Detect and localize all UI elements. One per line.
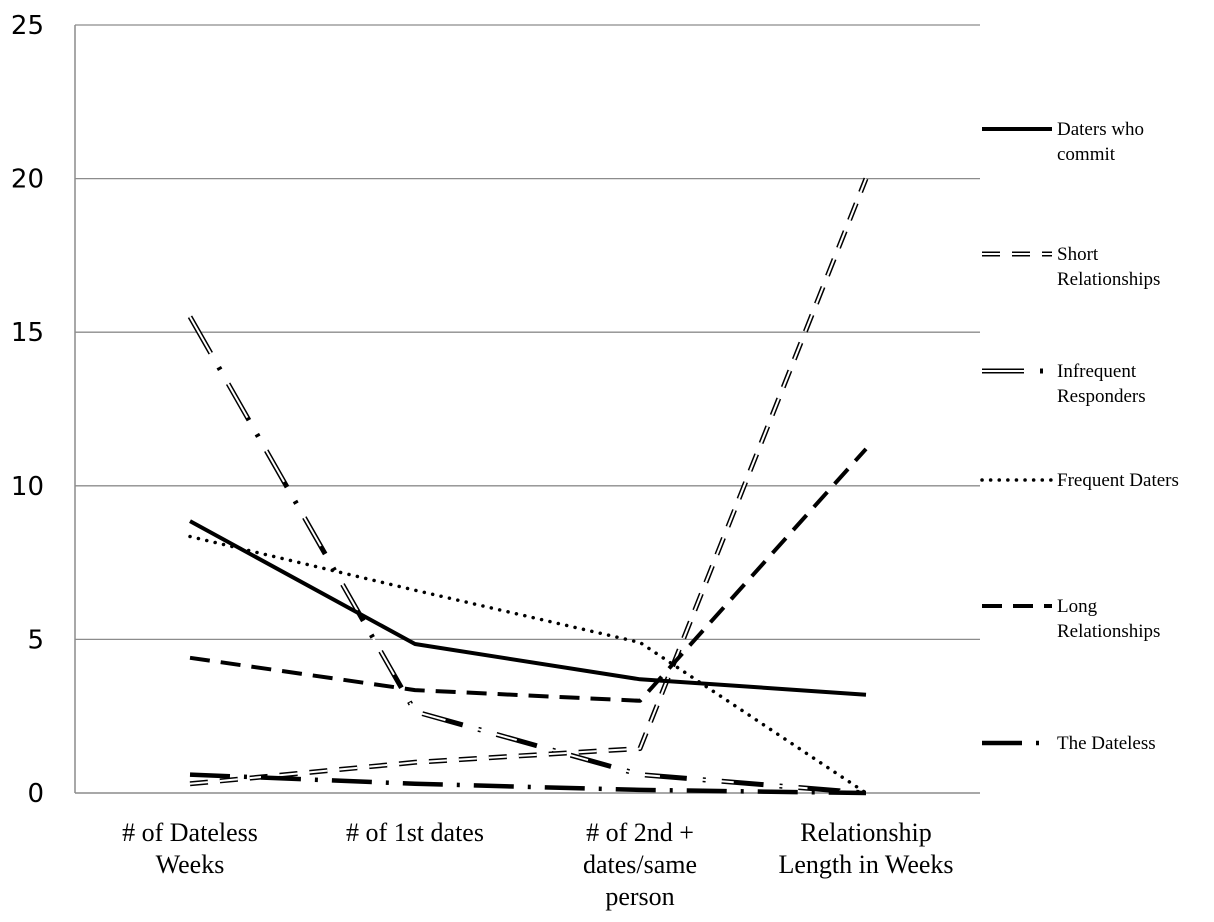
x-tick-label-line: Length in Weeks xyxy=(778,850,953,879)
x-axis-ticks: # of Dateless Weeks # of 1st dates # of 2nd… xyxy=(122,818,953,911)
legend: Daters who commit Short Relationships Infreq… xyxy=(980,119,1179,754)
x-tick-label: # of 2nd + dates/same person xyxy=(583,818,697,911)
legend-label: Short Relationships xyxy=(1057,244,1160,290)
series-line-2-outline xyxy=(187,315,867,796)
series-lines xyxy=(187,177,869,796)
series-line-1-outline xyxy=(189,177,869,787)
legend-item: Infrequent Responders xyxy=(982,361,1146,407)
x-tick-label-line: # of 2nd + xyxy=(586,818,694,847)
legend-label: Infrequent Responders xyxy=(1057,361,1146,407)
legend-label-line: commit xyxy=(1057,144,1116,165)
legend-label-line: Relationships xyxy=(1057,621,1160,642)
legend-item: Daters who commit xyxy=(982,119,1144,165)
series-line-1-inner xyxy=(189,178,867,785)
x-tick-label: Relationship Length in Weeks xyxy=(778,818,953,879)
series-line-5-stroke xyxy=(189,772,867,796)
legend-item: The Dateless xyxy=(982,733,1156,754)
x-tick-label-line: Relationship xyxy=(800,818,931,847)
x-tick-label-line: dates/same xyxy=(583,850,697,879)
y-tick-label: 15 xyxy=(11,318,44,348)
series-line-1 xyxy=(189,177,869,787)
legend-label-line: Relationships xyxy=(1057,269,1160,290)
y-tick-label: 10 xyxy=(11,472,44,502)
y-axis-ticks: 0 5 10 15 20 25 xyxy=(11,11,44,809)
legend-label-line: Short xyxy=(1057,244,1099,265)
x-tick-label: # of Dateless Weeks xyxy=(122,818,258,879)
legend-label: Daters who commit xyxy=(1057,119,1144,165)
legend-label-line: Long xyxy=(1057,596,1098,617)
legend-label-line: Daters who xyxy=(1057,119,1144,140)
series-line-0-stroke xyxy=(189,519,867,697)
x-tick-label-line: # of 1st dates xyxy=(346,818,484,847)
legend-item: Frequent Daters xyxy=(980,470,1179,491)
x-tick-label: # of 1st dates xyxy=(346,818,484,847)
legend-label: The Dateless xyxy=(1057,733,1156,754)
gridlines xyxy=(74,24,980,794)
x-tick-label-line: person xyxy=(605,882,674,911)
legend-label: Long Relationships xyxy=(1057,596,1160,642)
x-tick-label-line: # of Dateless xyxy=(122,818,258,847)
legend-item: Short Relationships xyxy=(982,244,1160,290)
series-line-2 xyxy=(187,315,867,796)
legend-label-line: Frequent Daters xyxy=(1057,470,1179,491)
y-tick-label: 0 xyxy=(27,779,44,809)
y-tick-label: 20 xyxy=(11,165,44,195)
legend-label-line: Responders xyxy=(1057,386,1146,407)
legend-label-line: The Dateless xyxy=(1057,733,1156,754)
legend-item: Long Relationships xyxy=(982,596,1160,642)
series-line-2-inner xyxy=(189,316,867,794)
y-tick-label: 25 xyxy=(11,11,44,41)
series-line-5 xyxy=(189,772,867,796)
y-tick-label: 5 xyxy=(27,625,44,655)
series-line-0 xyxy=(189,519,867,697)
legend-label-line: Infrequent xyxy=(1057,361,1137,382)
x-tick-label-line: Weeks xyxy=(156,850,225,879)
legend-label: Frequent Daters xyxy=(1057,470,1179,491)
series-line-4-stroke xyxy=(189,447,868,703)
series-line-4 xyxy=(189,447,868,703)
